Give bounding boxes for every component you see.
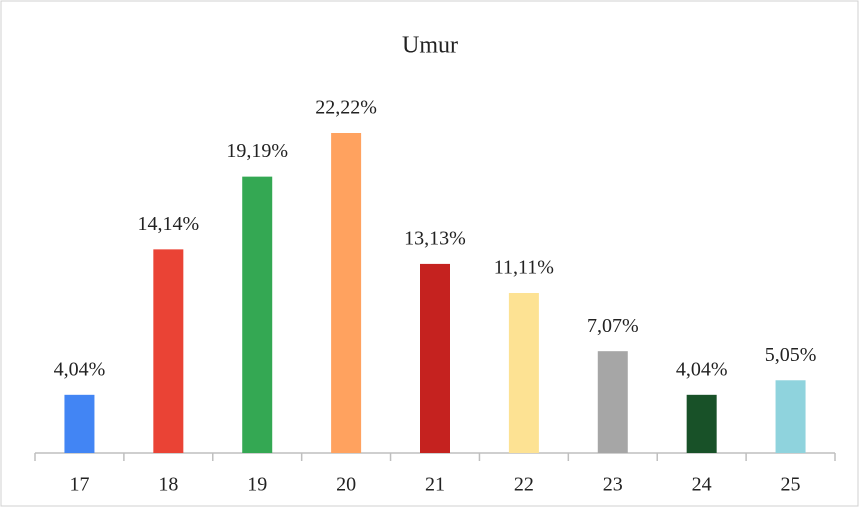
data-label: 19,19% [226,140,288,162]
x-tick-label: 22 [514,474,534,496]
data-label: 4,04% [54,358,106,380]
data-label: 5,05% [765,344,817,366]
bar [597,351,628,453]
chart-title: Umur [402,33,458,59]
data-label: 14,14% [137,213,199,235]
x-tick-label: 17 [69,474,89,496]
x-tick-label: 24 [692,474,712,496]
x-tick-label: 25 [781,474,801,496]
bar [686,394,717,453]
bar [420,263,450,453]
data-label: 22,22% [315,97,377,119]
bar [153,249,184,453]
bar [775,380,806,453]
data-label: 4,04% [676,358,728,380]
x-tick-label: 18 [158,474,178,496]
bar [242,176,273,454]
x-tick-label: 20 [336,474,356,496]
bar [331,133,362,453]
data-label: 11,11% [494,257,554,279]
data-label: 7,07% [587,315,639,337]
bar [508,293,539,453]
x-tick-label: 23 [603,474,623,496]
x-tick-label: 21 [425,474,445,496]
bar [64,394,95,453]
data-label: 13,13% [404,228,466,250]
x-tick-label: 19 [247,474,267,496]
